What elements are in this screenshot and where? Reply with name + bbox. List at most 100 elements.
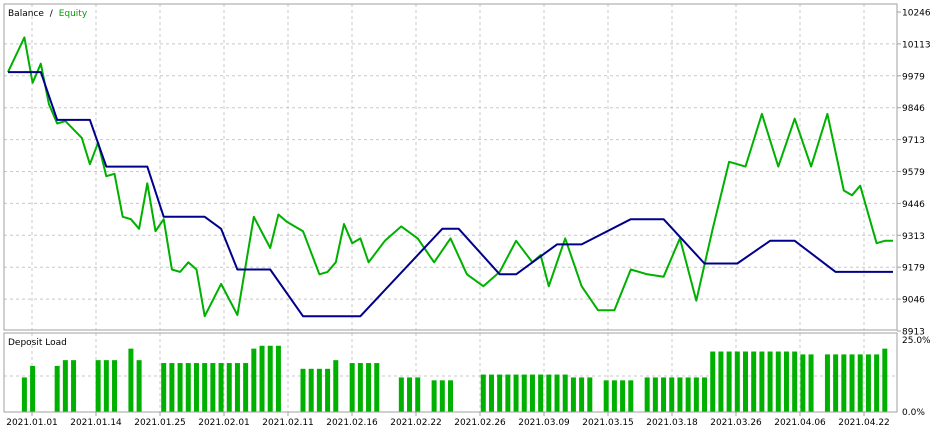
deposit-load-bar bbox=[161, 363, 167, 412]
deposit-load-bar bbox=[480, 374, 486, 412]
deposit-load-bar bbox=[431, 380, 437, 412]
deposit-load-bar bbox=[546, 374, 552, 412]
deposit-load-bar bbox=[669, 377, 675, 412]
deposit-load-bar bbox=[357, 363, 363, 412]
deposit-load-bar bbox=[415, 377, 421, 412]
deposit-load-bar bbox=[185, 363, 191, 412]
deposit-load-bar bbox=[95, 360, 101, 412]
x-tick-label: 2021.03.26 bbox=[710, 418, 762, 428]
deposit-load-bar bbox=[374, 363, 380, 412]
deposit-load-bar bbox=[554, 374, 560, 412]
deposit-load-bar bbox=[234, 363, 240, 412]
deposit-load-bar bbox=[112, 360, 118, 412]
x-tick-label: 2021.02.22 bbox=[390, 418, 442, 428]
load-panel-frame bbox=[3, 332, 898, 413]
deposit-load-bar bbox=[448, 380, 453, 412]
deposit-load-bar bbox=[857, 354, 863, 412]
y-tick-label: 9046 bbox=[902, 296, 925, 306]
deposit-load-bar bbox=[333, 360, 339, 412]
y-tick-label: 9579 bbox=[902, 168, 925, 178]
x-tick-label: 2021.02.16 bbox=[326, 418, 378, 428]
deposit-load-bar bbox=[103, 360, 109, 412]
deposit-load-bar bbox=[792, 351, 798, 412]
deposit-load-bar bbox=[218, 363, 224, 412]
deposit-load-bar bbox=[275, 345, 281, 412]
deposit-load-bar bbox=[513, 374, 519, 412]
deposit-load-bar bbox=[54, 365, 60, 412]
deposit-load-bar bbox=[210, 363, 216, 412]
x-tick-label: 2021.03.15 bbox=[582, 418, 634, 428]
x-axis-labels: 2021.01.01 2021.01.14 2021.01.25 2021.02.01… bbox=[6, 412, 890, 428]
y-tick-label: 9313 bbox=[902, 232, 925, 242]
deposit-load-bar bbox=[644, 377, 650, 412]
load-tick-label: 0.0% bbox=[902, 408, 925, 418]
deposit-load-bar bbox=[824, 354, 830, 412]
deposit-load-bar bbox=[251, 348, 257, 412]
legend-equity: Equity bbox=[59, 9, 88, 19]
deposit-load-title: Deposit Load bbox=[8, 338, 67, 348]
deposit-load-bar bbox=[226, 363, 232, 412]
legend-separator: / bbox=[50, 9, 54, 19]
deposit-load-bar bbox=[865, 354, 871, 412]
y-tick-label: 9979 bbox=[902, 72, 925, 82]
deposit-load-bar bbox=[702, 377, 708, 412]
deposit-load-bar bbox=[734, 351, 740, 412]
deposit-load-bar bbox=[521, 374, 527, 412]
y-tick-label: 10246 bbox=[902, 9, 931, 19]
x-tick-label: 2021.01.01 bbox=[6, 418, 58, 428]
load-axis-labels: 25.0% 0.0% bbox=[902, 336, 931, 418]
x-tick-label: 2021.02.26 bbox=[454, 418, 506, 428]
deposit-load-bar bbox=[128, 348, 134, 412]
deposit-load-bar bbox=[661, 377, 667, 412]
x-tick-label: 2021.03.09 bbox=[518, 418, 570, 428]
y-tick-label: 9179 bbox=[902, 264, 925, 274]
deposit-load-bar bbox=[136, 360, 142, 412]
deposit-load-bar bbox=[710, 351, 716, 412]
x-tick-label: 2021.02.01 bbox=[198, 418, 250, 428]
deposit-load-bar bbox=[30, 365, 36, 412]
deposit-load-bar bbox=[841, 354, 847, 412]
deposit-load-bar bbox=[62, 360, 68, 412]
load-tick-label: 25.0% bbox=[902, 336, 931, 346]
deposit-load-bar bbox=[808, 354, 814, 412]
deposit-load-bar bbox=[366, 363, 372, 412]
deposit-load-bar bbox=[603, 380, 609, 412]
y-tick-label: 9846 bbox=[902, 104, 925, 114]
deposit-load-bar bbox=[21, 377, 27, 412]
legend: Balance / Equity bbox=[8, 9, 88, 19]
deposit-load-bar bbox=[407, 377, 413, 412]
deposit-load-bar bbox=[743, 351, 748, 412]
load-grid bbox=[4, 333, 897, 412]
x-tick-label: 2021.01.25 bbox=[134, 418, 186, 428]
y-tick-label: 9446 bbox=[902, 200, 925, 210]
deposit-load-bar bbox=[685, 377, 691, 412]
deposit-load-bar bbox=[833, 354, 839, 412]
deposit-load-bar bbox=[193, 363, 199, 412]
deposit-load-bar bbox=[505, 374, 511, 412]
deposit-load-bar bbox=[308, 368, 314, 412]
deposit-load-bar bbox=[587, 377, 593, 412]
deposit-load-bar bbox=[177, 363, 183, 412]
deposit-load-bar bbox=[529, 374, 535, 412]
deposit-load-bar bbox=[775, 351, 781, 412]
legend-balance: Balance bbox=[8, 9, 44, 19]
balance-line bbox=[8, 71, 893, 318]
deposit-load-bar bbox=[628, 380, 634, 412]
x-tick-label: 2021.03.18 bbox=[646, 418, 698, 428]
deposit-load-bar bbox=[300, 368, 306, 412]
x-tick-label: 2021.04.22 bbox=[838, 418, 890, 428]
deposit-load-bar bbox=[562, 374, 568, 412]
deposit-load-bar bbox=[849, 354, 855, 412]
deposit-load-bar bbox=[243, 363, 249, 412]
deposit-load-bar bbox=[267, 345, 273, 412]
deposit-load-bars bbox=[21, 345, 888, 412]
deposit-load-bar bbox=[759, 351, 765, 412]
deposit-load-bar bbox=[718, 351, 724, 412]
main-panel-frame bbox=[3, 3, 898, 331]
main-grid bbox=[4, 4, 897, 330]
y-tick-label: 8913 bbox=[902, 328, 925, 338]
deposit-load-bar bbox=[874, 354, 880, 412]
deposit-load-bar bbox=[316, 368, 322, 412]
